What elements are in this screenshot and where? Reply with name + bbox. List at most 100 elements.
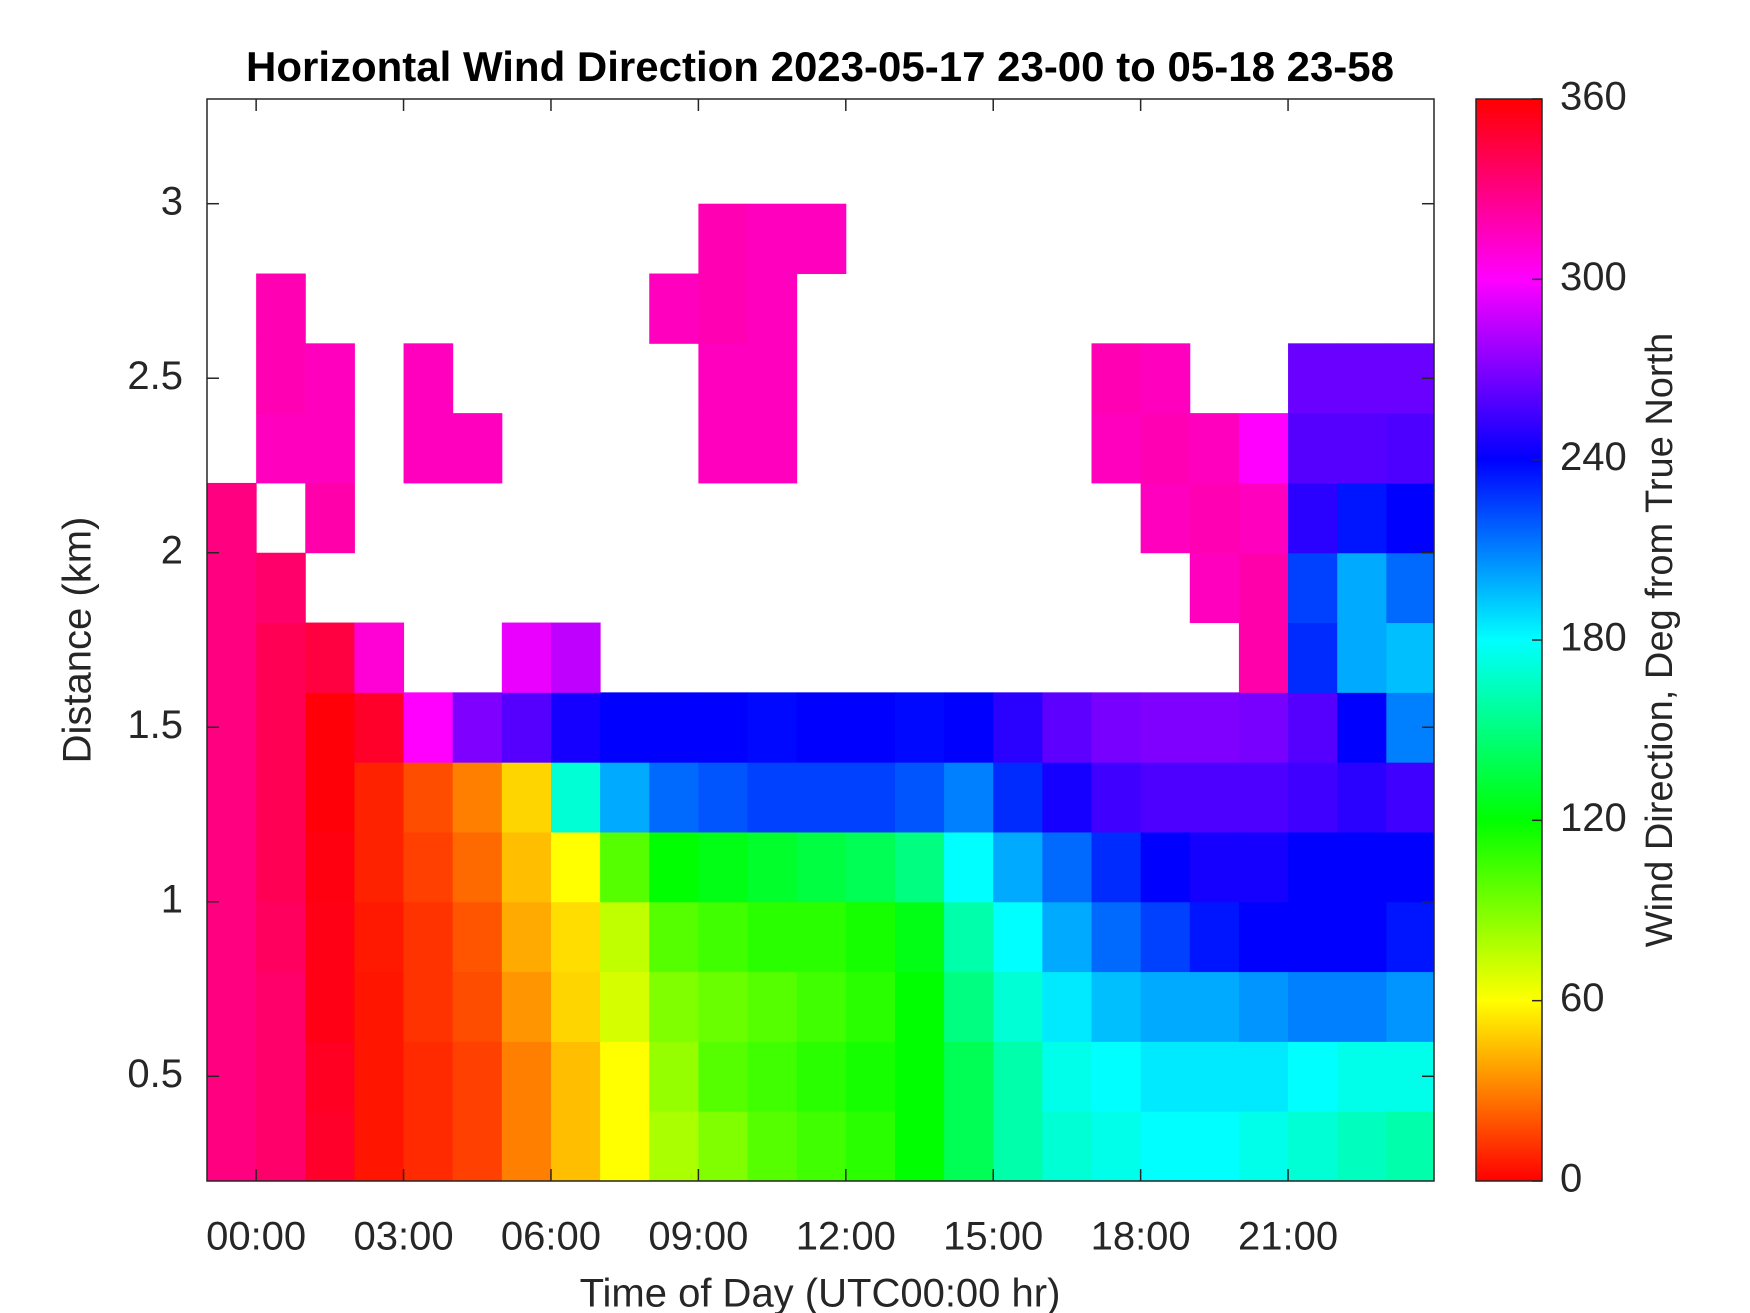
colorbar-tick-label: 180 xyxy=(1560,616,1627,660)
heat-cell xyxy=(354,901,405,973)
heat-cell xyxy=(649,831,699,903)
heat-cell xyxy=(1238,482,1289,554)
heat-cell xyxy=(305,971,355,1042)
heat-cell xyxy=(1140,971,1191,1042)
heat-cell xyxy=(354,762,405,833)
heat-cell xyxy=(1042,901,1093,973)
heat-cell xyxy=(796,692,847,763)
heat-cell xyxy=(1140,692,1191,763)
heat-cell xyxy=(600,901,650,973)
heat-cell xyxy=(1189,1111,1240,1182)
heat-cell xyxy=(256,413,306,484)
heat-cell xyxy=(600,971,650,1042)
heat-cell xyxy=(1091,343,1142,414)
heat-cell xyxy=(649,1041,699,1112)
heat-cell xyxy=(452,762,503,833)
heat-cell xyxy=(1337,413,1387,484)
heat-cell xyxy=(1288,413,1338,484)
heat-cell xyxy=(207,762,257,833)
heat-cell xyxy=(501,1041,552,1112)
heat-cell xyxy=(1288,831,1338,903)
heat-cell xyxy=(747,831,798,903)
x-tick-label: 00:00 xyxy=(206,1215,306,1259)
heat-cell xyxy=(501,622,552,693)
heat-cell xyxy=(649,901,699,973)
heat-cell xyxy=(1238,413,1289,484)
heat-cell xyxy=(1140,1111,1191,1182)
heat-cell xyxy=(501,692,552,763)
x-tick-label: 03:00 xyxy=(354,1215,454,1259)
heat-cell xyxy=(993,692,1043,763)
heat-cell xyxy=(1337,762,1387,833)
heat-cell xyxy=(305,901,355,973)
heat-cell xyxy=(894,762,945,833)
heat-cell xyxy=(1386,831,1435,903)
heat-cell xyxy=(993,831,1043,903)
heat-cell xyxy=(698,413,749,484)
heat-cell xyxy=(403,343,454,414)
heat-cell xyxy=(796,203,847,275)
heat-cell xyxy=(747,343,798,414)
heat-cell xyxy=(747,692,798,763)
heat-cell xyxy=(305,622,355,693)
heat-cell xyxy=(747,413,798,484)
heat-cell xyxy=(1337,971,1387,1042)
heat-cell xyxy=(1386,413,1435,484)
heat-cell xyxy=(1337,692,1387,763)
x-tick-label: 06:00 xyxy=(501,1215,601,1259)
heat-cell xyxy=(550,971,601,1042)
heat-cell xyxy=(698,831,749,903)
heat-cell xyxy=(550,1041,601,1112)
heat-cell xyxy=(256,971,306,1042)
heat-cell xyxy=(600,1111,650,1182)
heat-cell xyxy=(993,762,1043,833)
heat-cell xyxy=(698,1111,749,1182)
heat-cell xyxy=(845,1041,896,1112)
heat-cell xyxy=(403,762,454,833)
heat-cell xyxy=(698,273,749,344)
heat-cell xyxy=(1091,762,1142,833)
heat-cell xyxy=(256,692,306,763)
heat-cell xyxy=(550,1111,601,1182)
plot-frame xyxy=(206,98,1435,1182)
colorbar xyxy=(1475,98,1543,1182)
heat-cell xyxy=(403,971,454,1042)
heat-cell xyxy=(1189,971,1240,1042)
heat-cell xyxy=(1238,692,1289,763)
heat-cell xyxy=(649,762,699,833)
heat-cell xyxy=(993,1041,1043,1112)
heat-cell xyxy=(747,971,798,1042)
heat-cell xyxy=(993,901,1043,973)
x-tick-label: 21:00 xyxy=(1238,1215,1338,1259)
y-tick-label: 1.5 xyxy=(127,703,183,747)
y-axis-label: Distance (km) xyxy=(56,517,100,764)
heat-cell xyxy=(305,1041,355,1112)
heat-cell xyxy=(698,762,749,833)
heat-cell xyxy=(1238,971,1289,1042)
heat-cell xyxy=(1189,692,1240,763)
heat-cell xyxy=(944,971,994,1042)
heat-cell xyxy=(452,1041,503,1112)
heat-cell xyxy=(600,1041,650,1112)
heat-cell xyxy=(944,692,994,763)
heat-cell xyxy=(747,901,798,973)
x-tick-label: 12:00 xyxy=(796,1215,896,1259)
heat-cell xyxy=(403,901,454,973)
heat-cell xyxy=(1091,692,1142,763)
colorbar-label: Wind Direction, Deg from True North xyxy=(1639,333,1681,948)
heat-cell xyxy=(1189,901,1240,973)
heat-cell xyxy=(1238,901,1289,973)
heat-cell xyxy=(845,692,896,763)
colorbar-tick-label: 300 xyxy=(1560,255,1627,299)
heat-cell xyxy=(894,692,945,763)
heat-cell xyxy=(1386,901,1435,973)
heat-cell xyxy=(1386,971,1435,1042)
heat-cell xyxy=(501,1111,552,1182)
heat-cell xyxy=(1042,971,1093,1042)
x-axis-label: Time of Day (UTC00:00 hr) xyxy=(580,1272,1061,1313)
heat-cell xyxy=(1189,831,1240,903)
heat-cell xyxy=(1189,413,1240,484)
heat-cell xyxy=(1091,1111,1142,1182)
x-tick-label: 18:00 xyxy=(1091,1215,1191,1259)
heat-cell xyxy=(698,901,749,973)
